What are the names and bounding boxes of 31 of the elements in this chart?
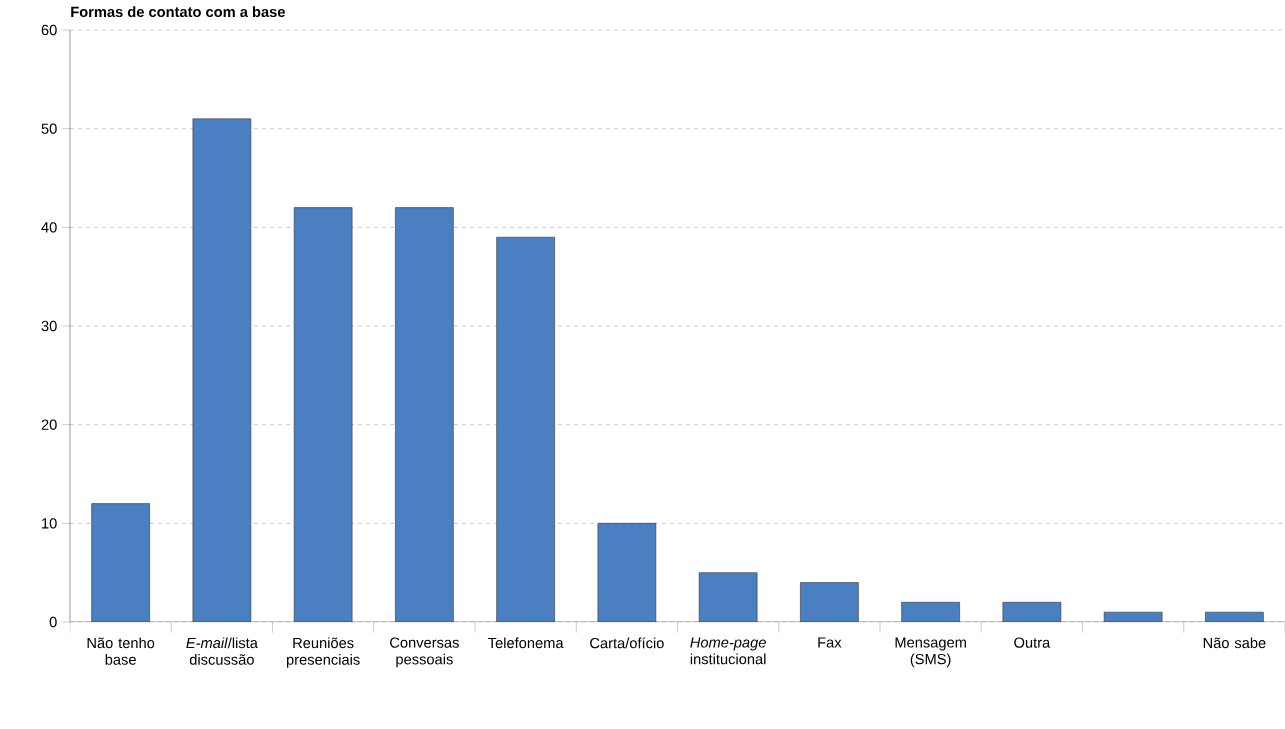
x-tick-label: Reuniões presenciais [286,637,360,668]
y-tick-label: 60 [41,24,57,36]
x-tick-label: Carta/ofício [590,637,664,649]
bar [800,582,859,622]
x-tick-label: Telefonema [488,637,564,649]
bar [1205,611,1264,622]
bar [91,503,150,622]
y-tick-label: 10 [42,518,57,529]
chart-title: Formas de contato com a base [71,6,285,18]
y-tick-label: 50 [41,123,57,134]
y-tick-label: 20 [41,419,57,430]
bar [293,207,353,622]
x-tick-label: E-mail/lista discussão [186,637,258,665]
bar [597,523,657,622]
y-tick-label: 40 [41,222,57,233]
x-tick-label: Não sabe [1203,637,1266,649]
bar [901,602,960,622]
x-tick-label: Outra [1014,637,1051,648]
x-tick-label: Não tenho base [87,637,155,665]
y-tick-label: 0 [49,616,57,628]
bar [1103,611,1163,622]
x-tick-label: Fax [818,637,842,648]
x-tick-label: Conversas pessoais [390,637,459,668]
x-tick-label: Mensagem (SMS) [895,637,966,668]
bar [496,236,555,622]
bar [395,207,454,622]
bar [698,572,758,622]
y-tick-label: 30 [41,320,57,332]
bar [192,118,252,622]
bar [1002,602,1062,622]
x-tick-label: Home-page institucional [690,637,766,665]
